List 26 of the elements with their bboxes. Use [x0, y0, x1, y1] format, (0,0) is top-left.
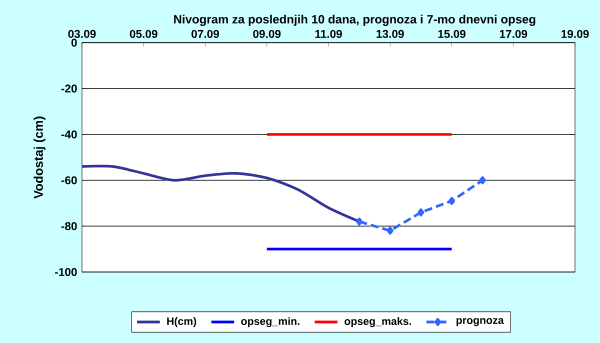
x-tick-label: 07.09: [192, 30, 219, 38]
y-tick-label: -40: [61, 130, 77, 138]
x-tick-label: 03.09: [68, 30, 96, 38]
x-tick-label: 17.09: [500, 30, 528, 38]
x-tick-label: 09.09: [253, 30, 281, 38]
y-tick-label: 0: [71, 38, 77, 47]
x-tick-label: 11.09: [315, 30, 342, 38]
y-tick-label: -100: [55, 268, 77, 276]
chart-title: Nivogram za poslednjih 10 dana, prognoza i 7-mo dnevni opseg: [174, 14, 536, 26]
point: [386, 226, 394, 235]
y-axis-title: Vodostaj (cm): [34, 116, 46, 199]
x-tick-label: 13.09: [376, 30, 404, 38]
y-tick-label: -20: [61, 84, 77, 93]
legend-label: H(cm): [167, 317, 196, 328]
y-tick-label: -80: [61, 222, 77, 230]
x-tick-label: 05.09: [130, 30, 158, 38]
x-tick-label: 19.09: [562, 30, 589, 38]
legend-label: prognoza: [456, 318, 504, 326]
point: [418, 208, 424, 216]
point: [479, 176, 486, 184]
legend-label: opseg_min.: [241, 317, 300, 328]
point: [448, 196, 456, 205]
y-tick-label: -60: [61, 176, 77, 184]
x-tick-label: 15.09: [438, 30, 466, 38]
point: [356, 218, 363, 226]
legend-label: opseg_maks.: [344, 317, 412, 328]
